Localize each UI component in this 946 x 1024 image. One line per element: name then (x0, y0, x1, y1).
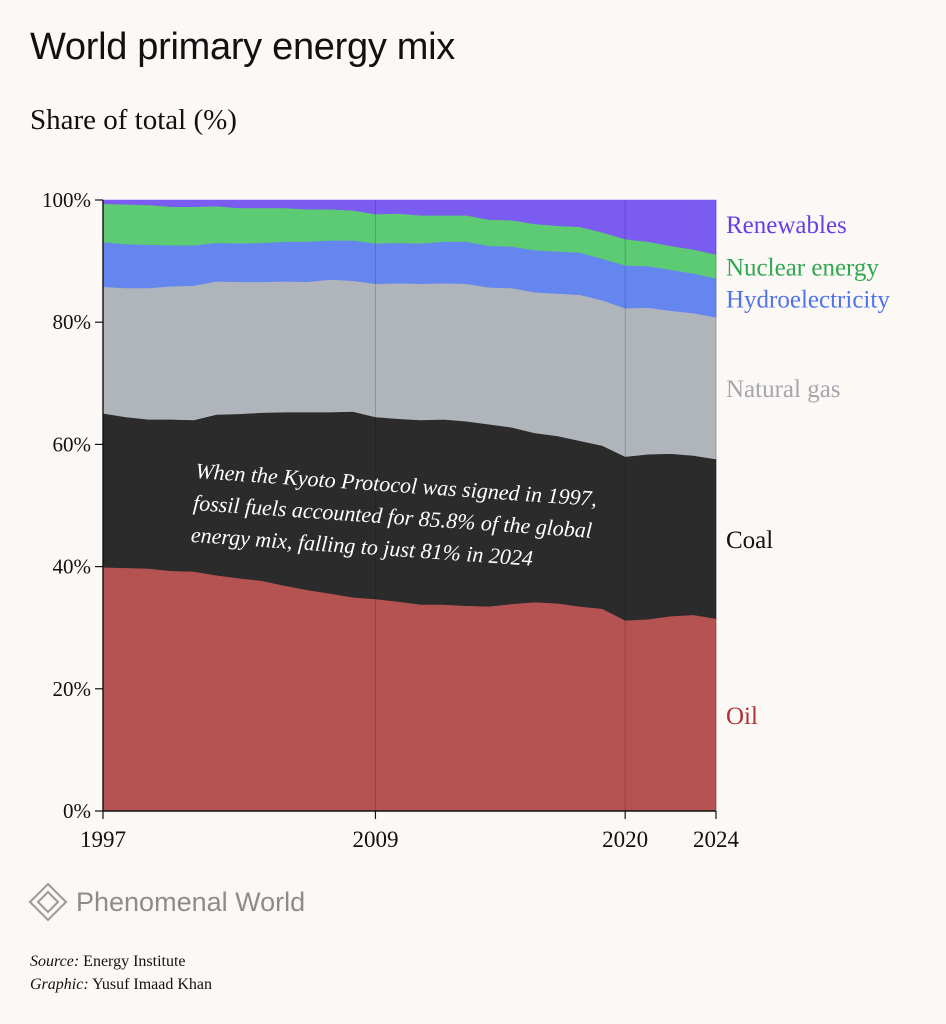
chart-title: World primary energy mix (30, 26, 455, 68)
source-label: Source: (30, 953, 80, 970)
chart-subtitle: Share of total (%) (30, 104, 237, 136)
x-tick-label: 2009 (352, 827, 398, 852)
x-tick-label: 2020 (602, 827, 648, 852)
series-label-coal: Coal (726, 527, 773, 554)
brand-logo: Phenomenal World (28, 882, 305, 922)
x-tick-label: 2024 (693, 827, 740, 852)
series-label-renewables: Renewables (726, 212, 847, 239)
graphic-line: Graphic: Yusuf Imaad Khan (30, 973, 212, 996)
y-tick-label: 100% (42, 188, 91, 212)
y-tick-label: 20% (53, 677, 92, 701)
credits: Source: Energy Institute Graphic: Yusuf … (30, 950, 212, 996)
graphic-label: Graphic: (30, 976, 89, 993)
series-label-nuclear-energy: Nuclear energy (726, 254, 879, 281)
source-value: Energy Institute (83, 953, 186, 970)
series-label-natural-gas: Natural gas (726, 376, 841, 403)
area-renewables (102, 199, 717, 255)
source-line: Source: Energy Institute (30, 950, 212, 973)
x-tick-label: 1997 (80, 827, 126, 852)
graphic-value: Yusuf Imaad Khan (92, 976, 213, 993)
stacked-area-chart: 0% 20% 40% 60% 80% 100% 1997 2009 2020 2024 Oil Coa… (42, 188, 890, 852)
diamond-logo-icon (28, 882, 68, 922)
y-tick-label: 80% (53, 310, 92, 334)
brand-name: Phenomenal World (76, 886, 306, 917)
y-tick-label: 60% (53, 432, 92, 456)
y-tick-label: 0% (63, 799, 91, 823)
series-label-hydroelectricity: Hydroelectricity (726, 286, 890, 313)
y-tick-label: 40% (53, 555, 92, 579)
series-label-oil: Oil (726, 703, 758, 730)
